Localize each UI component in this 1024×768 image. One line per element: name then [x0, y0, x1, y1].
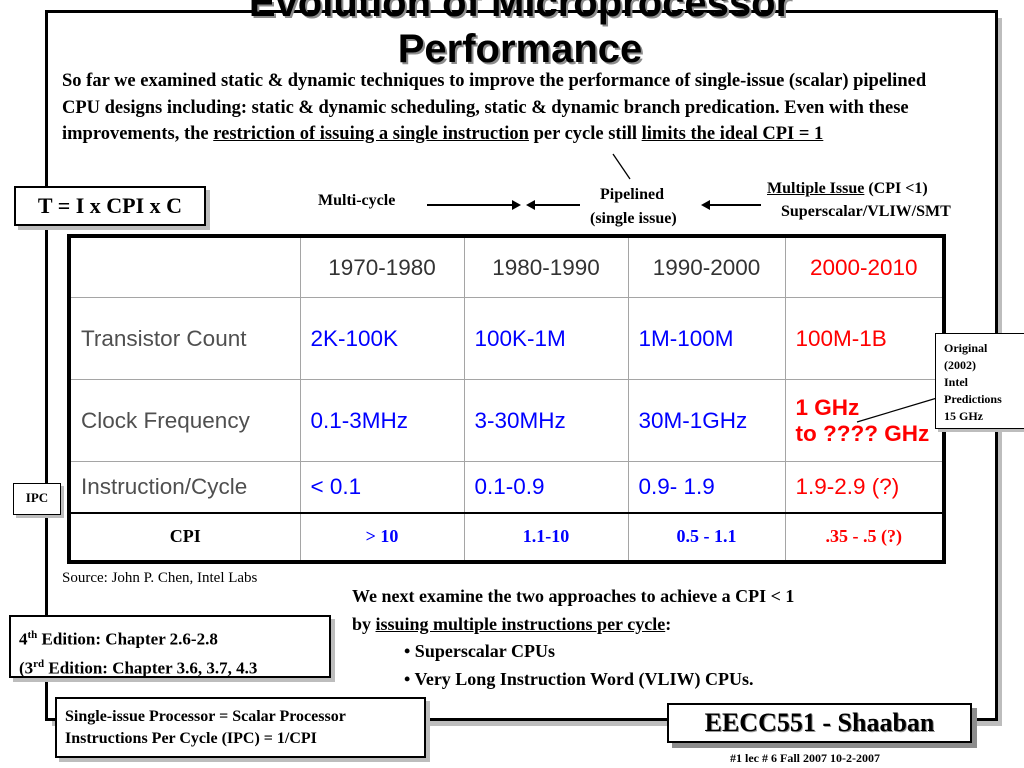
performance-table: 1970-1980 1980-1990 1990-2000 2000-2010 … — [67, 234, 946, 564]
intro-text-1: So far we examined static & dynamic tech… — [62, 71, 927, 144]
table-cell: 100M-1B — [784, 297, 945, 380]
edition-chapters: Edition: Chapter 3.6, 3.7, 4.3 — [44, 658, 258, 678]
table-cell: < 0.1 — [299, 460, 465, 514]
table-cell: 3-30MHz — [463, 379, 629, 462]
next-line-2-pre: by — [352, 613, 376, 634]
slide-title: Evolution of Microprocessor Performance — [248, 0, 792, 71]
pipelined-label: Pipelined — [600, 186, 665, 203]
edition-line-2: (3rd Edition: Chapter 3.6, 3.7, 4.3 — [19, 652, 329, 681]
single-issue-box: Single-issue Processor = Scalar Processo… — [55, 697, 426, 758]
table-cell: 0.9- 1.9 — [627, 460, 786, 514]
table-row: Clock Frequency 0.1-3MHz 3-30MHz 30M-1GH… — [68, 379, 945, 462]
header-1990-2000: 1990-2000 — [627, 235, 786, 298]
edition-box: 4th Edition: Chapter 2.6-2.8 (3rd Editio… — [9, 615, 331, 678]
header-2000-2010: 2000-2010 — [784, 235, 945, 298]
table-row: Transistor Count 2K-100K 100K-1M 1M-100M… — [68, 297, 945, 380]
single-issue-line-2: Instructions Per Cycle (IPC) = 1/CPI — [65, 730, 317, 747]
next-section: We next examine the two approaches to ac… — [352, 583, 952, 693]
arrow-right-icon — [427, 201, 521, 209]
multiple-issue-cpi: (CPI <1) — [864, 180, 928, 197]
ghz-line-2: to ???? GHz — [795, 420, 930, 446]
table-cell: 0.1-0.9 — [463, 460, 629, 514]
table-cell: 1.9-2.9 (?) — [784, 460, 945, 514]
slide-footer: #1 lec # 6 Fall 2007 10-2-2007 — [730, 751, 880, 765]
formula-box: T = I x CPI x C — [14, 186, 206, 226]
edition-suffix: rd — [33, 657, 45, 670]
arrow-left-icon — [526, 201, 580, 209]
table-cell: 30M-1GHz — [627, 379, 786, 462]
pointer-line — [612, 153, 631, 180]
edition-chapters: Edition: Chapter 2.6-2.8 — [37, 629, 218, 649]
row-label-cpi: CPI — [68, 511, 301, 563]
next-line-2-post: : — [665, 613, 672, 634]
table-cell: > 10 — [299, 511, 465, 563]
header-1980-1990: 1980-1990 — [463, 235, 629, 298]
row-label-transistor-count: Transistor Count — [68, 297, 301, 380]
callout-line-4: Predictions — [944, 392, 1002, 406]
next-line-2: by issuing multiple instructions per cyc… — [352, 611, 952, 639]
ghz-line-1: 1 GHz — [795, 394, 860, 420]
multiple-issue-label: Multiple Issue (CPI <1) — [767, 180, 928, 198]
row-label-clock-frequency: Clock Frequency — [68, 379, 301, 462]
table-cell: 0.5 - 1.1 — [627, 511, 786, 563]
table-cell: 2K-100K — [299, 297, 465, 380]
callout-line-3: Intel — [944, 375, 968, 389]
edition-number: 4 — [19, 629, 28, 649]
table-cell: 100K-1M — [463, 297, 629, 380]
ipc-label-box: IPC — [13, 483, 61, 515]
row-label-instruction-cycle: Instruction/Cycle — [68, 460, 301, 514]
callout-line-2: (2002) — [944, 358, 976, 372]
source-note: Source: John P. Chen, Intel Labs — [62, 570, 258, 586]
table-cell: .35 - .5 (?) — [784, 511, 945, 563]
intro-underline-2: limits the ideal CPI = 1 — [641, 124, 824, 144]
list-item: • Very Long Instruction Word (VLIW) CPUs… — [404, 668, 754, 689]
intel-prediction-callout: Original (2002) Intel Predictions 15 GHz — [935, 333, 1024, 429]
callout-line-1: Original — [944, 341, 988, 355]
edition-number: (3 — [19, 658, 34, 678]
table-cell: 0.1-3MHz — [299, 379, 465, 462]
next-line-1: We next examine the two approaches to ac… — [352, 586, 795, 606]
list-item: • Superscalar CPUs — [404, 641, 555, 661]
multiple-issue-text: Multiple Issue — [767, 180, 865, 197]
header-1970-1980: 1970-1980 — [299, 235, 465, 298]
intro-text-2: per cycle still — [528, 124, 642, 144]
header-cell-empty — [68, 235, 301, 298]
superscalar-label: Superscalar/VLIW/SMT — [781, 203, 951, 220]
callout-line — [856, 397, 938, 423]
table-row: Instruction/Cycle < 0.1 0.1-0.9 0.9- 1.9… — [68, 460, 945, 514]
course-badge: EECC551 - Shaaban — [667, 703, 972, 743]
table-row: CPI > 10 1.1-10 0.5 - 1.1 .35 - .5 (?) — [68, 511, 945, 563]
table-header-row: 1970-1980 1980-1990 1990-2000 2000-2010 — [68, 235, 945, 298]
intro-paragraph: So far we examined static & dynamic tech… — [62, 68, 967, 148]
intro-underline-1: restriction of issuing a single instruct… — [213, 124, 529, 144]
next-line-2-underline: issuing multiple instructions per cycle — [375, 613, 666, 634]
table-cell: 1.1-10 — [463, 511, 629, 563]
single-issue-label: (single issue) — [590, 210, 677, 227]
single-issue-line-1: Single-issue Processor = Scalar Processo… — [65, 708, 346, 725]
edition-line-1: 4th Edition: Chapter 2.6-2.8 — [19, 623, 329, 652]
table-cell: 1M-100M — [627, 297, 786, 380]
edition-suffix: th — [27, 629, 38, 641]
multi-cycle-label: Multi-cycle — [318, 192, 396, 209]
table-cell-ghz: 1 GHz to ???? GHz — [784, 379, 945, 462]
callout-line-5: 15 GHz — [944, 409, 983, 423]
arrow-left-icon — [701, 201, 761, 209]
